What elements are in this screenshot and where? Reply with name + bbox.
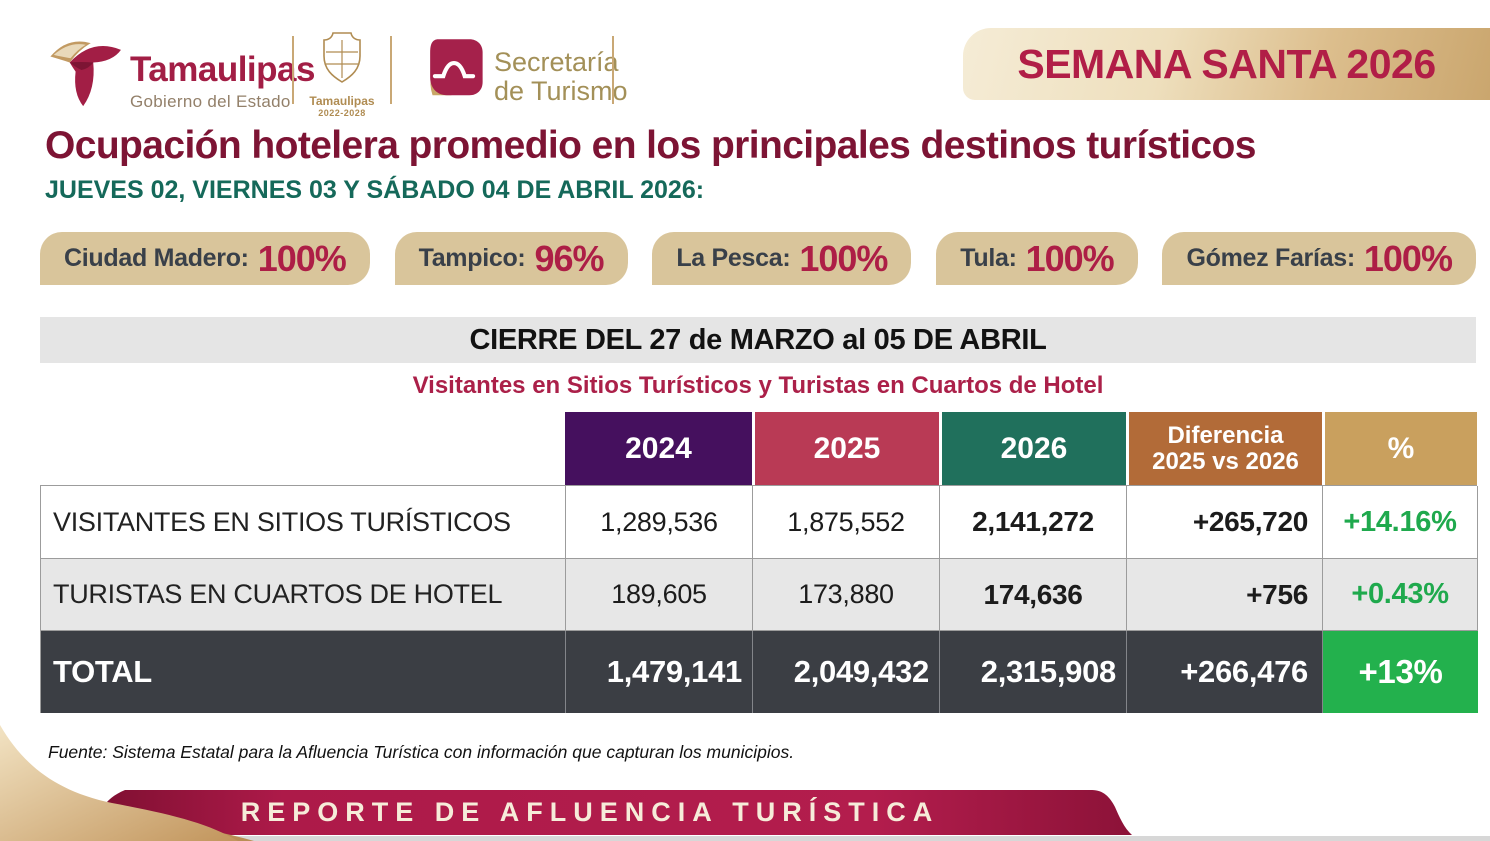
table-corner-cell — [40, 412, 565, 485]
diferencia-line1: Diferencia — [1167, 421, 1284, 449]
header-divider — [292, 36, 294, 104]
semana-santa-text: SEMANA SANTA 2026 — [1017, 40, 1436, 87]
secretaria-line2: de Turismo — [494, 76, 628, 107]
table-header-row: 2024 2025 2026 Diferencia 2025 vs 2026 % — [40, 412, 1477, 485]
tamaulipas-logo-icon — [50, 41, 121, 107]
coat-caption: Tamaulipas — [309, 94, 375, 108]
coat-of-arms-icon — [323, 32, 361, 83]
badge-value: 100% — [1363, 237, 1453, 279]
total-2026: 2,315,908 — [940, 631, 1127, 713]
cell-2025: 173,880 — [753, 559, 940, 631]
total-label: TOTAL — [41, 631, 566, 713]
badge-label: La Pesca: — [676, 244, 791, 272]
cell-percent: +0.43% — [1323, 559, 1478, 631]
col-header-2025: 2025 — [752, 412, 939, 485]
total-2024: 1,479,141 — [566, 631, 753, 713]
total-2025: 2,049,432 — [753, 631, 940, 713]
cell-percent: +14.16% — [1323, 486, 1478, 559]
page-title: Ocupación hotelera promedio en los princ… — [45, 124, 1256, 167]
col-header-diferencia: Diferencia 2025 vs 2026 — [1126, 412, 1322, 485]
occupancy-badges: Ciudad Madero: 100% Tampico: 96% La Pesc… — [40, 232, 1476, 285]
brand-wordmark: Tamaulipas — [130, 50, 315, 89]
coat-years: 2022-2028 — [318, 108, 366, 118]
diferencia-line2: 2025 vs 2026 — [1152, 447, 1299, 475]
cell-diferencia: +265,720 — [1127, 486, 1323, 559]
closing-period-bar: CIERRE DEL 27 de MARZO al 05 DE ABRIL — [40, 317, 1476, 363]
badge-value: 96% — [534, 237, 604, 279]
table-total-row: TOTAL 1,479,141 2,049,432 2,315,908 +266… — [41, 631, 1478, 713]
row-label: TURISTAS EN CUARTOS DE HOTEL — [41, 559, 566, 631]
cell-2026: 174,636 — [940, 559, 1127, 631]
visitors-table: 2024 2025 2026 Diferencia 2025 vs 2026 %… — [40, 412, 1478, 713]
badge-value: 100% — [257, 237, 347, 279]
closing-period-text: CIERRE DEL 27 de MARZO al 05 DE ABRIL — [469, 323, 1047, 356]
bottom-ribbon-decoration — [0, 725, 1490, 841]
secretaria-line1: Secretaría — [494, 47, 619, 77]
col-header-percent: % — [1322, 412, 1477, 485]
col-header-2026: 2026 — [939, 412, 1126, 485]
bottom-banner-title: REPORTE DE AFLUENCIA TURÍSTICA — [240, 797, 940, 827]
table-caption: Visitantes en Sitios Turísticos y Turist… — [412, 372, 1104, 399]
total-diferencia: +266,476 — [1127, 631, 1323, 713]
badge-value: 100% — [799, 237, 888, 279]
badge-label: Tula: — [960, 244, 1017, 272]
cell-diferencia: +756 — [1127, 559, 1323, 631]
cell-2024: 189,605 — [566, 559, 753, 631]
table-body: VISITANTES EN SITIOS TURÍSTICOS 1,289,53… — [40, 485, 1478, 713]
table-row: VISITANTES EN SITIOS TURÍSTICOS 1,289,53… — [41, 486, 1478, 559]
header-divider — [390, 36, 392, 104]
cell-2024: 1,289,536 — [566, 486, 753, 559]
badge-tampico: Tampico: 96% — [394, 232, 628, 285]
header-divider — [612, 36, 614, 104]
semana-santa-banner: SEMANA SANTA 2026 — [963, 28, 1490, 100]
badge-label: Ciudad Madero: — [64, 244, 249, 272]
row-label: VISITANTES EN SITIOS TURÍSTICOS — [41, 486, 566, 559]
badge-label: Gómez Farías: — [1186, 244, 1355, 272]
turismo-logo-icon — [430, 39, 483, 96]
total-percent: +13% — [1323, 631, 1478, 713]
badge-ciudad-madero: Ciudad Madero: 100% — [40, 232, 370, 285]
col-header-2024: 2024 — [565, 412, 752, 485]
badge-tula: Tula: 100% — [936, 232, 1138, 285]
page-subtitle: JUEVES 02, VIERNES 03 Y SÁBADO 04 DE ABR… — [45, 176, 705, 204]
badge-value: 100% — [1025, 237, 1115, 279]
cell-2025: 1,875,552 — [753, 486, 940, 559]
brand-gobierno-label: Gobierno del Estado — [130, 92, 291, 111]
table-row: TURISTAS EN CUARTOS DE HOTEL 189,605 173… — [41, 559, 1478, 631]
secretaria-label: Secretaría de Turismo — [494, 47, 628, 107]
source-note: Fuente: Sistema Estatal para la Afluenci… — [48, 742, 795, 762]
badge-label: Tampico: — [418, 244, 526, 272]
cell-2026: 2,141,272 — [940, 486, 1127, 559]
badge-gomez-farias: Gómez Farías: 100% — [1162, 232, 1476, 285]
badge-la-pesca: La Pesca: 100% — [652, 232, 912, 285]
